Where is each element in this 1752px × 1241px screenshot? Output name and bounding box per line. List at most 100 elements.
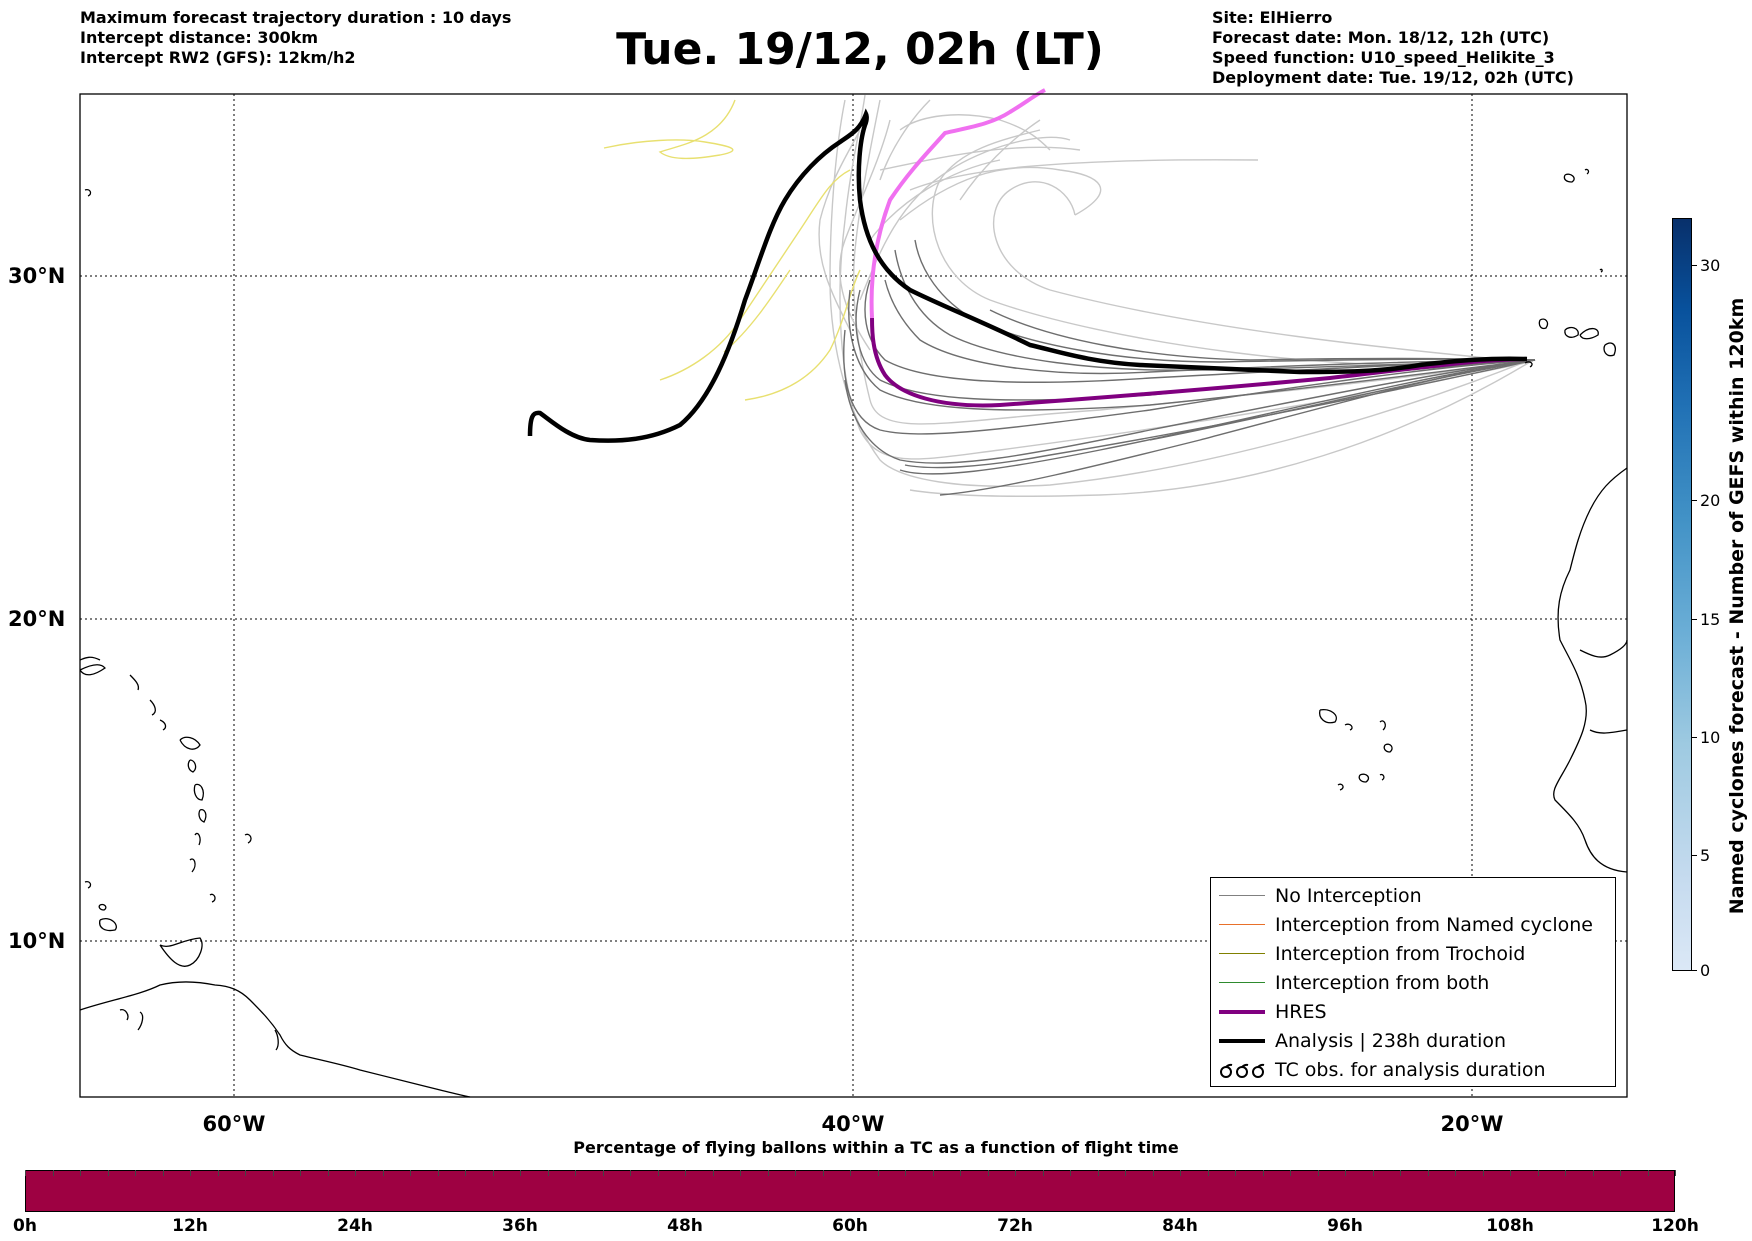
colorbar-segment-tick: [1345, 1170, 1346, 1176]
header-line: Deployment date: Tue. 19/12, 02h (UTC): [1212, 68, 1574, 87]
colorbar-segment-tick: [960, 1170, 961, 1176]
colorbar-segment-tick: [465, 1170, 466, 1176]
colorbar-segment-tick: [795, 1170, 796, 1176]
flight-time-label: 108h: [1486, 1216, 1534, 1236]
colorbar-segment-tick: [1400, 1170, 1401, 1176]
flight-time-label: 96h: [1327, 1216, 1363, 1236]
colorbar-segment-tick: [217, 1170, 219, 1176]
legend-label: TC obs. for analysis duration: [1275, 1059, 1546, 1081]
header-line: Speed function: U10_speed_Helikite_3: [1212, 48, 1555, 67]
gefs-trajectories-faint: [818, 94, 1531, 497]
colorbar-tick: [1692, 970, 1697, 971]
colorbar-label: 20: [1700, 491, 1721, 510]
flight-time-label: 0h: [13, 1216, 37, 1236]
colorbar-segment-tick: [1317, 1170, 1319, 1176]
colorbar-segment-tick: [25, 1170, 26, 1176]
colorbar-segment-tick: [575, 1170, 576, 1176]
colorbar-segment-tick: [602, 1170, 604, 1176]
header-info-right: Site: ElHierro Forecast date: Mon. 18/12…: [1212, 8, 1574, 88]
colorbar-segment-tick: [162, 1170, 164, 1176]
colorbar-segment-tick: [1455, 1170, 1456, 1176]
hres-trajectory-continuation: [869, 88, 1046, 319]
colorbar-segment-tick: [107, 1170, 109, 1176]
flight-time-label: 36h: [502, 1216, 538, 1236]
hres-trajectory: [870, 317, 1528, 408]
colorbar-segment-tick: [1180, 1170, 1181, 1176]
legend-label: Interception from both: [1275, 972, 1490, 994]
colorbar-segment-tick: [1235, 1170, 1236, 1176]
legend-item-no-interception: No Interception: [1211, 882, 1615, 910]
colorbar-segment-tick: [52, 1170, 54, 1176]
legend-label: Interception from Trochoid: [1275, 943, 1526, 965]
colorbar-label: 15: [1700, 610, 1721, 629]
colorbar-segment-tick: [1290, 1170, 1291, 1176]
tc-obs-icon: [1220, 1063, 1265, 1078]
colorbar-segment-tick: [630, 1170, 631, 1176]
header-line: Maximum forecast trajectory duration : 1…: [80, 8, 512, 27]
colorbar-segment-tick: [245, 1170, 246, 1176]
header-line: Forecast date: Mon. 18/12, 12h (UTC): [1212, 28, 1550, 47]
colorbar-segment-tick: [327, 1170, 329, 1176]
lon-label-20w: 20°W: [1440, 1112, 1504, 1136]
colorbar-segment-tick: [135, 1170, 136, 1176]
colorbar-segment-tick: [685, 1170, 686, 1176]
flight-time-label: 72h: [997, 1216, 1033, 1236]
colorbar-segment-tick: [190, 1170, 191, 1176]
legend-label: Analysis | 238h duration: [1275, 1030, 1507, 1052]
flight-time-label: 24h: [337, 1216, 373, 1236]
colorbar-segment-tick: [1070, 1170, 1071, 1176]
colorbar-segment-tick: [1482, 1170, 1484, 1176]
colorbar-segment-tick: [1042, 1170, 1044, 1176]
colorbar-label: 0: [1700, 961, 1711, 980]
flight-time-colorbar: [25, 1170, 1675, 1212]
coastlines: [79, 168, 1628, 1098]
lat-label-10n: 10°N: [8, 929, 66, 953]
colorbar-segment-tick: [987, 1170, 989, 1176]
yellow-trajectories: [603, 99, 861, 401]
legend-item-analysis: Analysis | 238h duration: [1211, 1027, 1615, 1055]
colorbar-segment-tick: [410, 1170, 411, 1176]
colorbar-tick: [1692, 265, 1697, 266]
colorbar-segment-tick: [80, 1170, 81, 1176]
colorbar-segment-tick: [272, 1170, 274, 1176]
colorbar-segment-tick: [877, 1170, 879, 1176]
lat-label-20n: 20°N: [8, 607, 66, 631]
legend-item-tc-obs: TC obs. for analysis duration: [1211, 1056, 1615, 1084]
colorbar-segment-tick: [767, 1170, 769, 1176]
colorbar-segment-tick: [1675, 1170, 1676, 1176]
map-frame: [79, 93, 1628, 1098]
analysis-trajectory: [527, 108, 1528, 443]
colorbar-segment-tick: [1015, 1170, 1016, 1176]
flight-time-label: 84h: [1162, 1216, 1198, 1236]
colorbar-segment-tick: [1427, 1170, 1429, 1176]
lat-label-30n: 30°N: [8, 264, 66, 288]
colorbar-segment-tick: [1647, 1170, 1649, 1176]
map-legend: No Interception Interception from Named …: [1210, 877, 1616, 1087]
legend-label: Interception from Named cyclone: [1275, 914, 1593, 936]
lon-label-60w: 60°W: [202, 1112, 266, 1136]
page-title: Tue. 19/12, 02h (LT): [616, 24, 1104, 75]
colorbar-label: 10: [1700, 728, 1721, 747]
colorbar-title: Named cyclones forecast - Number of GEFS…: [1726, 297, 1748, 915]
colorbar-label: 5: [1700, 846, 1711, 865]
colorbar-segment-tick: [850, 1170, 851, 1176]
colorbar-label: 30: [1700, 256, 1721, 275]
legend-label: No Interception: [1275, 885, 1422, 907]
legend-swatch: [1219, 1039, 1265, 1043]
colorbar-segment-tick: [1152, 1170, 1154, 1176]
colorbar-segment-tick: [1207, 1170, 1209, 1176]
colorbar-tick: [1692, 737, 1697, 738]
colorbar-segment-tick: [1592, 1170, 1594, 1176]
colorbar-segment-tick: [1125, 1170, 1126, 1176]
colorbar-segment-tick: [905, 1170, 906, 1176]
colorbar-segment-tick: [1620, 1170, 1621, 1176]
bottom-colorbar-title: Percentage of flying ballons within a TC…: [573, 1138, 1179, 1157]
colorbar-segment-tick: [1097, 1170, 1099, 1176]
colorbar-segment-tick: [932, 1170, 934, 1176]
lon-label-40w: 40°W: [821, 1112, 885, 1136]
colorbar-segment-tick: [1372, 1170, 1374, 1176]
colorbar-segment-tick: [355, 1170, 356, 1176]
colorbar-segment-tick: [300, 1170, 301, 1176]
colorbar-segment-tick: [437, 1170, 439, 1176]
